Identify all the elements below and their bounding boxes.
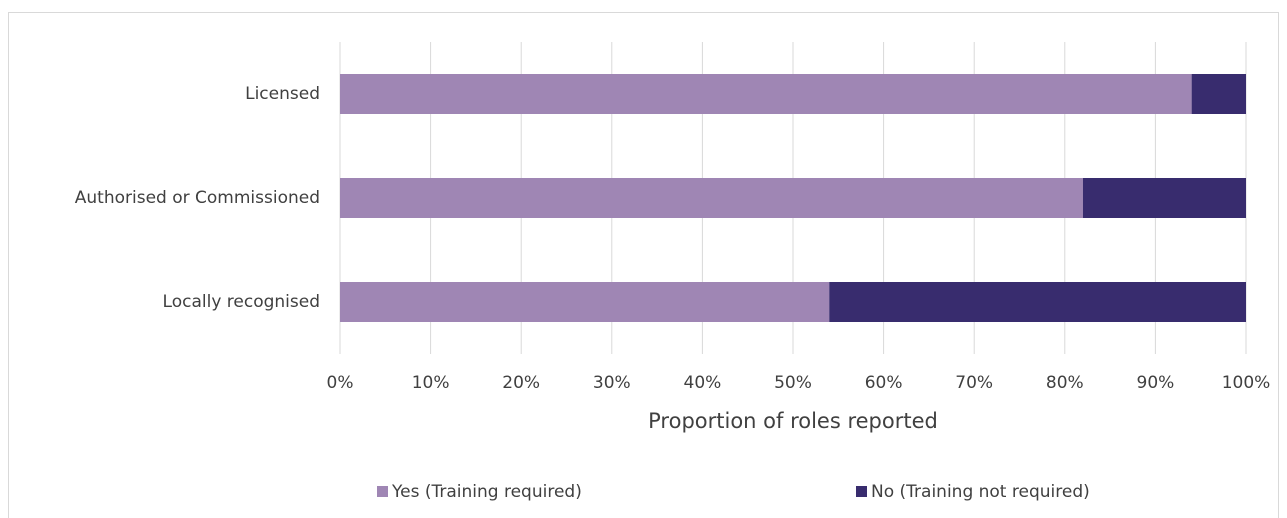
legend-swatch (856, 486, 867, 497)
x-tick-label: 80% (1046, 373, 1084, 393)
x-tick-label: 50% (774, 373, 812, 393)
x-tick-label: 30% (593, 373, 631, 393)
x-tick-label: 10% (412, 373, 450, 393)
legend-label: Yes (Training required) (391, 482, 582, 502)
chart-border (8, 12, 1279, 518)
y-tick-label: Authorised or Commissioned (75, 188, 320, 208)
bar-segment (340, 74, 1192, 114)
x-tick-label: 20% (502, 373, 540, 393)
bar-segment (1191, 74, 1246, 114)
x-tick-label: 100% (1222, 373, 1271, 393)
bar-segment (340, 178, 1083, 218)
x-tick-label: 90% (1137, 373, 1175, 393)
bar-segment (340, 282, 830, 322)
legend-swatch (377, 486, 388, 497)
bar-segment (1082, 178, 1246, 218)
x-tick-label: 0% (327, 373, 354, 393)
x-tick-label: 60% (865, 373, 903, 393)
y-tick-label: Licensed (245, 84, 320, 104)
y-tick-label: Locally recognised (163, 292, 320, 312)
bar-segment (829, 282, 1246, 322)
x-tick-label: 40% (684, 373, 722, 393)
x-tick-label: 70% (955, 373, 993, 393)
legend-label: No (Training not required) (871, 482, 1090, 502)
x-axis-title: Proportion of roles reported (648, 409, 938, 433)
